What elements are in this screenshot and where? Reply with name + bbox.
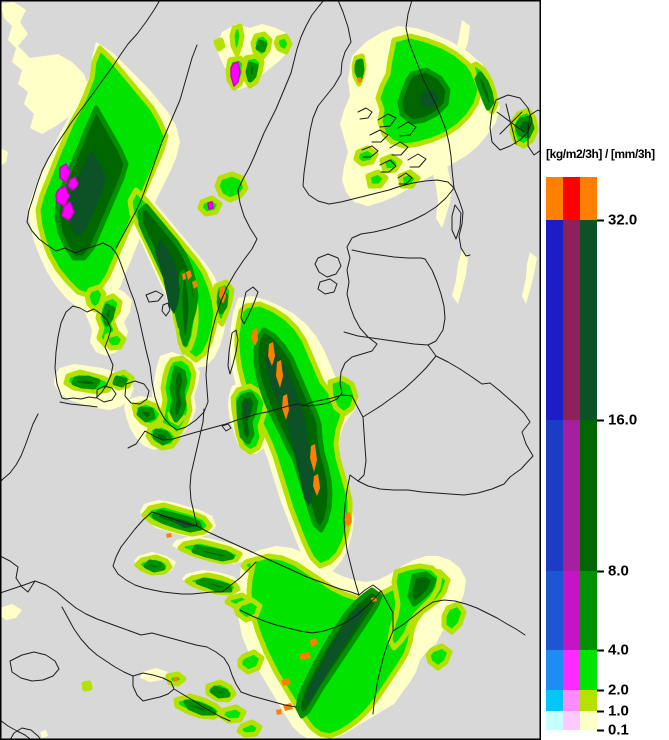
legend-tick: 1.0 [597, 703, 629, 720]
legend-tick-label: 2.0 [608, 681, 629, 699]
legend-tick-label: 1.0 [608, 702, 629, 720]
legend-band-cell [546, 711, 563, 730]
legend-band-cell [546, 177, 563, 220]
legend-tick-label: 4.0 [608, 641, 629, 659]
precip-orange-layer [166, 77, 377, 715]
legend-band-cell [580, 711, 597, 730]
legend-tick-dash [597, 419, 604, 421]
legend: [kg/m2/3h] / [mm/3h] 32.0 16.0 8.0 4.0 2.0 1.… [546, 147, 669, 739]
legend-band-cell [580, 571, 597, 650]
legend-band [546, 220, 597, 420]
legend-tick: 2.0 [597, 682, 629, 699]
legend-band-cell [563, 690, 580, 711]
legend-band [546, 690, 597, 711]
precip-sleet-layer [55, 61, 241, 221]
legend-tick: 0.1 [597, 722, 629, 739]
legend-band-cell [546, 220, 563, 420]
legend-tick-dash [597, 219, 604, 221]
legend-colorbar [546, 177, 597, 730]
legend-tick-dash [597, 710, 604, 712]
legend-band-cell [563, 220, 580, 420]
legend-band [546, 571, 597, 650]
legend-tick-label: 32.0 [608, 211, 638, 229]
precip-extreme-layer [67, 90, 438, 704]
legend-band-cell [546, 420, 563, 571]
legend-band-cell [563, 650, 580, 690]
legend-tick-label: 0.1 [608, 721, 629, 739]
legend-band-cell [580, 650, 597, 690]
legend-tick-label: 8.0 [608, 562, 629, 580]
legend-title: [kg/m2/3h] / [mm/3h] [546, 147, 655, 161]
legend-band [546, 177, 597, 220]
legend-band [546, 711, 597, 730]
legend-band [546, 420, 597, 571]
legend-band-cell [580, 177, 597, 220]
legend-tick-label: 16.0 [608, 411, 638, 429]
legend-band-cell [580, 220, 597, 420]
legend-tick-dash [597, 689, 604, 691]
country-borders [0, 0, 541, 740]
legend-band-cell [563, 177, 580, 220]
legend-tick-dash [597, 649, 604, 651]
legend-band-cell [546, 650, 563, 690]
legend-band [546, 650, 597, 690]
legend-band-cell [580, 690, 597, 711]
legend-tick: 16.0 [597, 412, 637, 429]
legend-tick-dash [597, 570, 604, 572]
legend-band-cell [546, 690, 563, 711]
legend-band-cell [546, 571, 563, 650]
map-frame [0, 0, 541, 740]
legend-tick-dash [597, 729, 604, 731]
legend-tick: 4.0 [597, 642, 629, 659]
legend-colorbar-wrap: 32.0 16.0 8.0 4.0 2.0 1.0 0.1 [546, 177, 637, 739]
weather-map [0, 0, 541, 740]
legend-band-cell [580, 420, 597, 571]
legend-tick: 32.0 [597, 212, 637, 229]
legend-band-cell [563, 420, 580, 571]
legend-tick: 8.0 [597, 563, 629, 580]
legend-band-cell [563, 711, 580, 730]
legend-band-cell [563, 571, 580, 650]
